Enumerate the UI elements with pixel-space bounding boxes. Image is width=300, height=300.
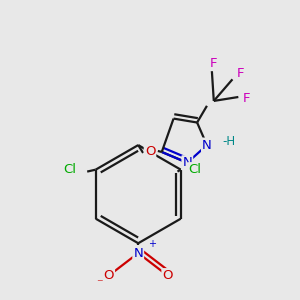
Text: ⁻: ⁻: [97, 277, 103, 290]
Text: -H: -H: [223, 135, 236, 148]
Text: F: F: [210, 57, 218, 70]
Text: N: N: [182, 156, 192, 169]
Text: O: O: [103, 269, 114, 282]
Text: F: F: [236, 67, 244, 80]
Text: Cl: Cl: [189, 163, 202, 176]
Text: Cl: Cl: [63, 163, 76, 176]
Text: N: N: [202, 139, 212, 152]
Text: F: F: [242, 92, 250, 106]
Text: N: N: [133, 247, 143, 260]
Text: +: +: [148, 239, 156, 249]
Text: O: O: [162, 269, 173, 282]
Text: O: O: [145, 146, 155, 158]
